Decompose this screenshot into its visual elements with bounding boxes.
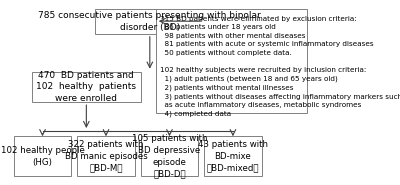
Text: 43 patients with
BD-mixe
（BD-mixed）: 43 patients with BD-mixe （BD-mixed） <box>198 140 268 172</box>
FancyBboxPatch shape <box>141 136 198 176</box>
Text: 102 healthy people
(HG): 102 healthy people (HG) <box>0 146 84 166</box>
FancyBboxPatch shape <box>156 9 307 113</box>
FancyBboxPatch shape <box>96 9 204 34</box>
Text: 105 patients with
BD depressive
episode
（BD-D）: 105 patients with BD depressive episode … <box>132 134 207 178</box>
FancyBboxPatch shape <box>204 136 262 176</box>
Text: 785 consecutive patients presenting with bipolar
disorder (BD): 785 consecutive patients presenting with… <box>38 11 261 32</box>
FancyBboxPatch shape <box>32 72 141 102</box>
FancyBboxPatch shape <box>14 136 71 176</box>
Text: 322 patients with
BD manic episodes
（BD-M）: 322 patients with BD manic episodes （BD-… <box>65 140 147 172</box>
Text: 315 BD patients were eliminated by exclusion criteria:
  86 patients under 18 ye: 315 BD patients were eliminated by exclu… <box>160 16 400 117</box>
FancyBboxPatch shape <box>77 136 135 176</box>
Text: 470  BD patients and
102  healthy  patients
were enrolled: 470 BD patients and 102 healthy patients… <box>36 70 136 103</box>
